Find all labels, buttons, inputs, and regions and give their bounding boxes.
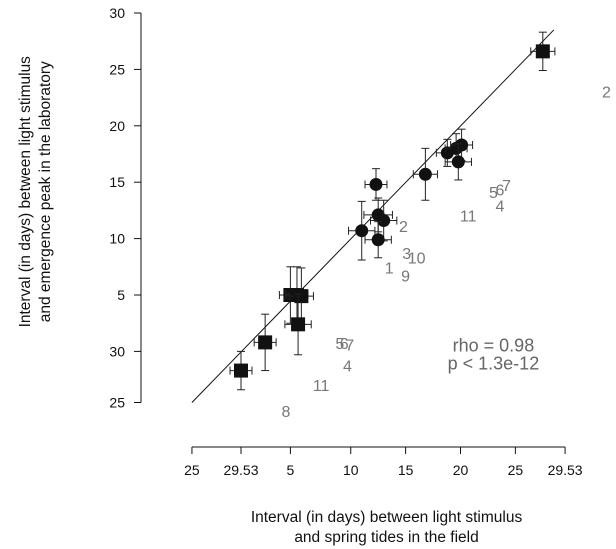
x-axis-title: and spring tides in the field (294, 529, 478, 546)
circle-marker (377, 214, 391, 228)
x-tick-label: 29.53 (548, 462, 583, 478)
x-tick-label: 15 (398, 462, 414, 478)
square-point (284, 293, 312, 356)
square-marker (294, 289, 309, 304)
y-tick-label: 25 (109, 394, 125, 410)
y-axis-title: and emergence peak in the laboratory (37, 61, 54, 322)
circle-marker (355, 224, 369, 238)
circle-marker (371, 233, 385, 247)
x-axis-title: Interval (in days) between light stimulu… (251, 509, 523, 526)
point-label: 7 (502, 178, 511, 195)
point-label: 1 (385, 261, 394, 278)
stat-annotation: p < 1.3e-12 (448, 353, 540, 373)
y-tick-label: 30 (109, 5, 125, 21)
point-label: 2 (399, 219, 408, 236)
circle-marker (418, 167, 432, 181)
point-label: 3 (402, 246, 411, 263)
stat-annotation: rho = 0.98 (453, 335, 535, 355)
y-tick-label: 10 (109, 231, 125, 247)
y-tick-label: 5 (117, 287, 125, 303)
x-tick-label: 25 (508, 462, 524, 478)
square-marker (258, 335, 273, 350)
circle-marker (451, 155, 465, 169)
point-label: 11 (460, 209, 477, 226)
point-label: 8 (282, 404, 291, 421)
circle-marker (455, 138, 469, 152)
x-tick-label: 25 (184, 462, 200, 478)
y-tick-label: 30 (109, 343, 125, 359)
point-label: 4 (343, 359, 352, 376)
point-label: 6 (496, 183, 505, 200)
square-marker (234, 363, 248, 378)
y-tick-label: 15 (109, 174, 125, 190)
circle-point (412, 147, 438, 201)
point-label: 5 (489, 185, 498, 202)
y-axis-title: Interval (in days) between light stimulu… (17, 56, 34, 328)
y-tick-label: 20 (109, 118, 125, 134)
point-label: 9 (401, 268, 410, 285)
circle-point (364, 221, 392, 259)
square-point (530, 31, 556, 72)
point-label: 4 (496, 199, 505, 216)
point-label: 5 (335, 336, 344, 353)
axis-titles: Interval (in days) between light stimulu… (17, 56, 522, 546)
circle-point (370, 199, 398, 242)
point-label: 2 (602, 85, 611, 102)
square-point (253, 313, 277, 372)
x-tick-label: 29.53 (223, 462, 258, 478)
square-point (288, 267, 314, 325)
y-tick-label: 25 (109, 61, 125, 77)
data-marks (229, 31, 556, 391)
square-marker (291, 317, 306, 332)
x-tick-label: 10 (343, 462, 359, 478)
point-label: 11 (313, 378, 330, 395)
square-marker (535, 44, 550, 59)
point-label: 7 (345, 337, 354, 354)
x-tick-label: 20 (453, 462, 469, 478)
circle-point (444, 143, 472, 181)
circle-point (348, 200, 376, 261)
point-label: 10 (408, 250, 426, 267)
circle-marker (369, 177, 383, 191)
circle-point (364, 168, 388, 201)
point-label: 6 (340, 336, 349, 353)
square-point (229, 350, 253, 391)
x-tick-label: 5 (286, 462, 294, 478)
